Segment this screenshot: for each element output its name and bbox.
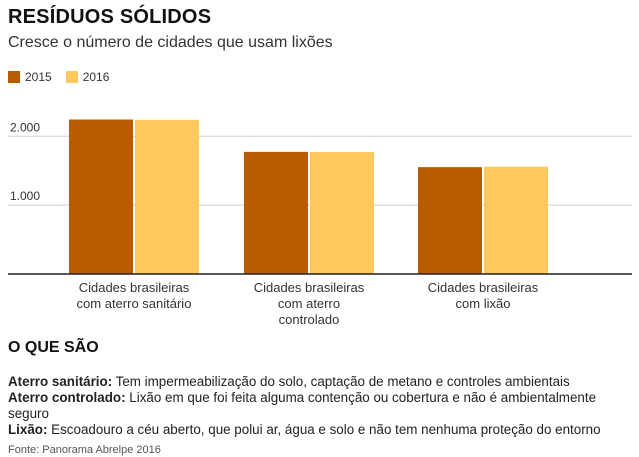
chart-subtitle: Cresce o número de cidades que usam lixõ… [8,34,333,51]
x-category-label-line: Cidades brasileiras [254,280,365,295]
definition-term: Lixão: [8,422,48,437]
definition-text: Escoadouro a céu aberto, que polui ar, á… [51,422,601,437]
x-category-label-line: com aterro [278,296,340,311]
legend-item-2015: 2015 [8,70,52,84]
bar-2016 [135,119,199,275]
x-category-label: Cidades brasileiras com aterro controlado [254,280,365,327]
x-category-label-line: Cidades brasileiras [79,280,190,295]
bar-2015 [69,119,133,274]
x-category-label-line: com aterro sanitário [77,296,192,311]
legend: 2015 2016 [8,70,123,84]
definition-text: Tem impermeabilização do solo, captação … [115,374,570,389]
definition-term: Aterro controlado: [8,390,126,405]
definitions-list: Aterro sanitário: Tem impermeabilização … [8,374,632,438]
legend-item-2016: 2016 [65,70,110,84]
bar-2016 [310,152,374,274]
definition-aterro-controlado: Aterro controlado: Lixão em que foi feit… [8,390,632,422]
definitions-title: O QUE SÃO [8,339,99,356]
x-category-label-line: Cidades brasileiras [428,280,539,295]
x-category-label: Cidades brasileiras com lixão [428,280,539,311]
legend-label-2015: 2015 [25,70,52,84]
bar-2015 [244,151,308,274]
bar-2016 [484,166,548,274]
y-tick-label: 2.000 [10,120,40,134]
source-note: Fonte: Panorama Abrelpe 2016 [8,444,161,456]
x-category-label-line: com lixão [456,296,511,311]
definition-text: Lixão em que foi feita alguma contenção … [8,390,597,421]
definition-term: Aterro sanitário: [8,374,113,389]
legend-swatch-2015 [8,71,20,83]
y-tick-label: 1.000 [10,189,40,203]
legend-swatch-2016 [65,71,78,83]
x-category-label-line: controlado [279,312,340,327]
bar-2015 [418,167,482,274]
definition-lixao: Lixão: Escoadouro a céu aberto, que polu… [8,422,632,438]
x-category-label: Cidades brasileiras com aterro sanitário [77,280,192,311]
chart-title: RESÍDUOS SÓLIDOS [8,6,212,28]
definition-aterro-sanitario: Aterro sanitário: Tem impermeabilização … [8,374,632,390]
legend-label-2016: 2016 [82,70,110,84]
